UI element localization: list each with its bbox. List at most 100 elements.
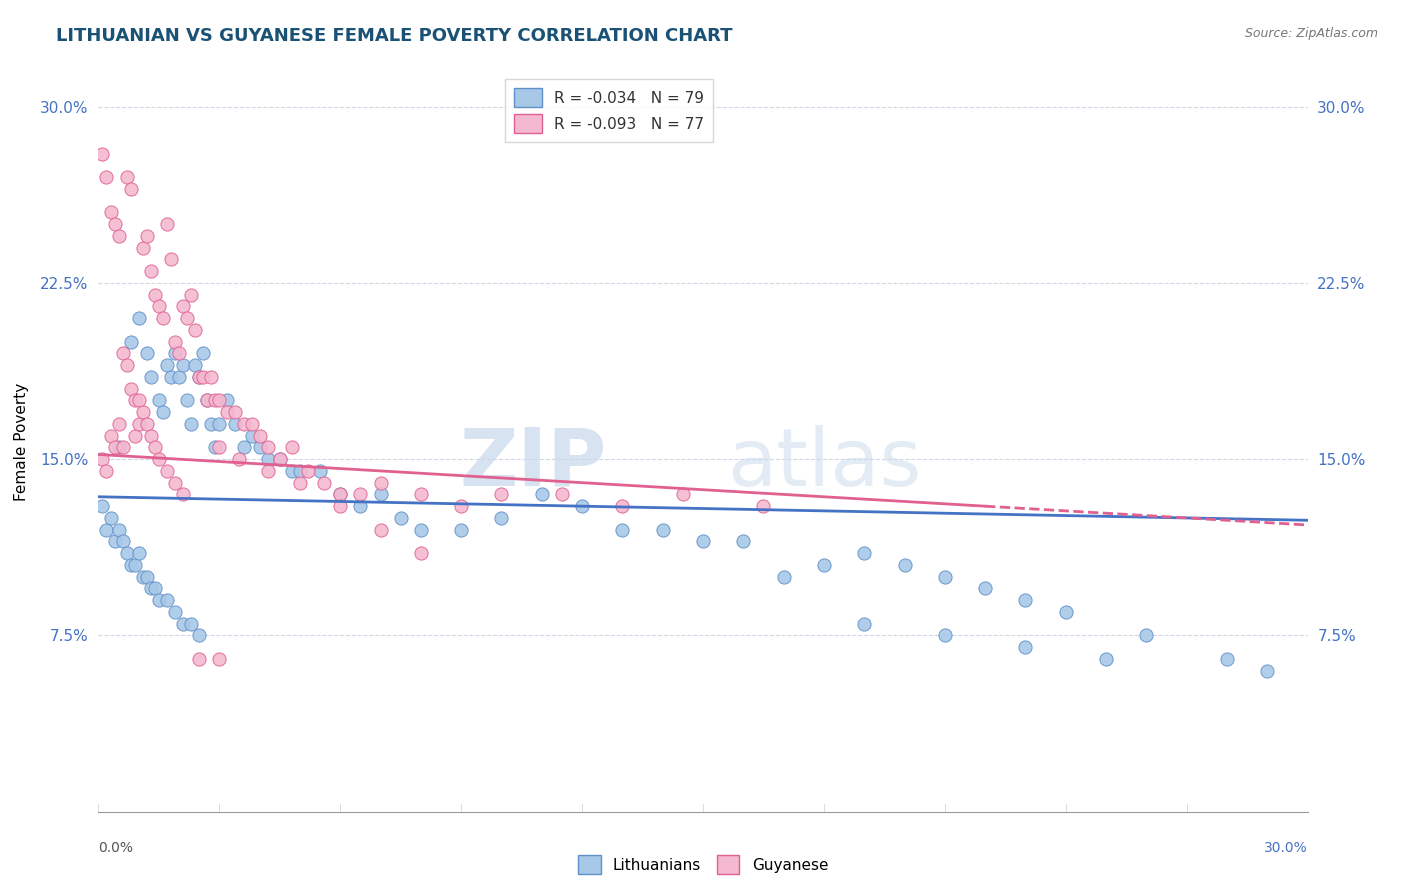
Point bbox=[124, 393, 146, 408]
Point bbox=[224, 405, 246, 419]
Point bbox=[692, 534, 714, 549]
Point bbox=[156, 217, 179, 231]
Point bbox=[100, 205, 122, 219]
Point bbox=[167, 370, 190, 384]
Point bbox=[143, 582, 166, 596]
Text: 0.0%: 0.0% bbox=[98, 841, 134, 855]
Point bbox=[733, 534, 755, 549]
Point bbox=[551, 487, 574, 501]
Point bbox=[152, 405, 174, 419]
Point bbox=[163, 475, 186, 490]
Point bbox=[193, 370, 215, 384]
Point bbox=[128, 311, 150, 326]
Point bbox=[128, 417, 150, 431]
Text: atlas: atlas bbox=[727, 425, 921, 503]
Point bbox=[249, 428, 271, 442]
Point bbox=[1095, 652, 1118, 666]
Point bbox=[124, 558, 146, 572]
Point bbox=[232, 441, 254, 455]
Point bbox=[974, 582, 997, 596]
Point bbox=[256, 452, 278, 467]
Point bbox=[249, 441, 271, 455]
Point bbox=[120, 382, 142, 396]
Point bbox=[240, 417, 263, 431]
Point bbox=[370, 487, 392, 501]
Point bbox=[450, 499, 472, 513]
Point bbox=[152, 311, 174, 326]
Point bbox=[297, 464, 319, 478]
Point bbox=[91, 452, 114, 467]
Point bbox=[120, 182, 142, 196]
Point bbox=[204, 393, 226, 408]
Point bbox=[329, 499, 352, 513]
Point bbox=[132, 405, 155, 419]
Point bbox=[491, 487, 513, 501]
Point bbox=[349, 487, 371, 501]
Point bbox=[120, 334, 142, 349]
Point bbox=[450, 523, 472, 537]
Point bbox=[139, 582, 162, 596]
Point bbox=[228, 452, 250, 467]
Point bbox=[167, 346, 190, 360]
Point bbox=[135, 417, 157, 431]
Point bbox=[100, 511, 122, 525]
Point bbox=[160, 370, 183, 384]
Point bbox=[115, 170, 138, 185]
Point bbox=[148, 299, 170, 313]
Point bbox=[288, 464, 311, 478]
Point bbox=[329, 487, 352, 501]
Legend: R = -0.034   N = 79, R = -0.093   N = 77: R = -0.034 N = 79, R = -0.093 N = 77 bbox=[505, 79, 713, 142]
Legend: Lithuanians, Guyanese: Lithuanians, Guyanese bbox=[572, 849, 834, 880]
Point bbox=[139, 370, 162, 384]
Point bbox=[612, 523, 634, 537]
Point bbox=[135, 346, 157, 360]
Point bbox=[612, 499, 634, 513]
Point bbox=[571, 499, 593, 513]
Point bbox=[934, 570, 956, 584]
Point bbox=[160, 252, 183, 267]
Point bbox=[1216, 652, 1239, 666]
Point bbox=[188, 370, 211, 384]
Point bbox=[204, 441, 226, 455]
Point bbox=[314, 475, 336, 490]
Point bbox=[111, 441, 134, 455]
Point bbox=[184, 323, 207, 337]
Point bbox=[349, 499, 371, 513]
Point bbox=[107, 441, 129, 455]
Point bbox=[200, 370, 222, 384]
Point bbox=[172, 299, 194, 313]
Point bbox=[208, 652, 231, 666]
Point bbox=[530, 487, 553, 501]
Point bbox=[132, 241, 155, 255]
Point bbox=[96, 464, 118, 478]
Point bbox=[163, 346, 186, 360]
Point bbox=[96, 170, 118, 185]
Point bbox=[115, 546, 138, 560]
Point bbox=[651, 523, 673, 537]
Point bbox=[176, 393, 198, 408]
Point bbox=[91, 146, 114, 161]
Point bbox=[135, 228, 157, 243]
Point bbox=[111, 534, 134, 549]
Point bbox=[240, 428, 263, 442]
Point bbox=[195, 393, 218, 408]
Text: Source: ZipAtlas.com: Source: ZipAtlas.com bbox=[1244, 27, 1378, 40]
Y-axis label: Female Poverty: Female Poverty bbox=[14, 383, 30, 500]
Point bbox=[180, 287, 202, 301]
Point bbox=[1054, 605, 1077, 619]
Point bbox=[491, 511, 513, 525]
Point bbox=[269, 452, 291, 467]
Point bbox=[934, 628, 956, 642]
Text: ZIP: ZIP bbox=[458, 425, 606, 503]
Point bbox=[208, 417, 231, 431]
Point bbox=[281, 441, 304, 455]
Point bbox=[370, 523, 392, 537]
Point bbox=[156, 593, 179, 607]
Point bbox=[193, 346, 215, 360]
Point bbox=[217, 405, 239, 419]
Point bbox=[156, 358, 179, 372]
Point bbox=[288, 475, 311, 490]
Point bbox=[139, 264, 162, 278]
Point bbox=[370, 475, 392, 490]
Point bbox=[156, 464, 179, 478]
